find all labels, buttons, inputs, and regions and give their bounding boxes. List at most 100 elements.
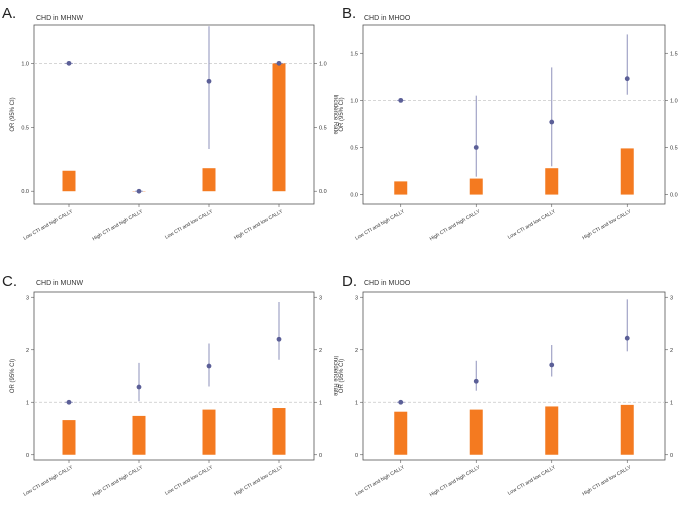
or-point [398, 399, 404, 405]
x-tick-label: Low CTI and high CALLY [354, 208, 406, 242]
y-left-tick-label: 2 [26, 348, 29, 354]
or-point [549, 119, 555, 125]
y-axis-left-label: OR (95% CI) [339, 97, 345, 131]
chart-panel-2: B. CHD in MHOO 0.0 0.5 1.0 1.5 0.0 0.5 1.0 1.5 OR … [339, 5, 685, 242]
bar [394, 411, 408, 455]
or-point [276, 60, 282, 66]
x-tick-label: High CTI and high CALLY [91, 464, 144, 498]
y-left-tick-label: 3 [355, 295, 358, 301]
y-left-tick-label: 1 [355, 400, 358, 406]
y-axis-left-label: OR (95% CI) [10, 97, 16, 131]
bar [469, 409, 483, 455]
y-right-tick-label: 1.0 [319, 61, 327, 67]
panel-letter: A. [2, 5, 16, 22]
y-right-tick-label: 0.5 [319, 125, 327, 131]
or-point [473, 378, 479, 384]
bar [272, 63, 286, 192]
or-point [206, 363, 212, 369]
y-right-tick-label: 1 [670, 400, 673, 406]
bar [545, 168, 559, 195]
y-right-tick-label: 0.0 [670, 193, 678, 199]
y-left-tick-label: 1 [26, 400, 29, 406]
panel-letter: D. [342, 273, 357, 290]
x-tick-label: High CTI and high CALLY [91, 208, 144, 242]
y-axis-left-label: OR (95% CI) [339, 359, 345, 393]
y-axis-right-label: Incidence Rate [332, 94, 338, 135]
y-left-tick-label: 0.0 [21, 189, 29, 195]
y-left-tick-label: 0.5 [21, 125, 29, 131]
x-tick-label: Low CTI and high CALLY [22, 208, 74, 242]
or-point [549, 362, 555, 368]
x-tick-label: Low CTI and high CALLY [22, 464, 74, 498]
y-right-tick-label: 3 [319, 295, 322, 301]
plot-frame [362, 24, 666, 205]
x-tick-label: Low CTI and low CALLY [507, 464, 557, 497]
or-point [276, 336, 282, 342]
y-left-tick-label: 1.5 [350, 51, 358, 57]
or-point [624, 335, 630, 341]
y-left-tick-label: 3 [26, 295, 29, 301]
bar [469, 178, 483, 195]
x-tick-label: High CTI and high CALLY [429, 208, 482, 242]
panel-title: CHD in MHNW [36, 15, 83, 22]
chart-panel-1: A. CHD in MHNW 0.0 0.5 1.0 0.0 0.5 1.0 OR (95% C… [2, 5, 338, 242]
y-axis-right-label: Incidence Rate [683, 94, 685, 135]
panel-title: CHD in MUNW [36, 280, 83, 287]
y-right-tick-label: 2 [319, 348, 322, 354]
bar [202, 409, 216, 455]
or-point [136, 384, 142, 390]
bar [62, 420, 76, 455]
bar [272, 408, 286, 455]
y-left-tick-label: 1.0 [350, 98, 358, 104]
y-right-tick-label: 0 [319, 453, 322, 459]
bar [394, 181, 408, 195]
x-tick-label: Low CTI and low CALLY [164, 464, 214, 497]
y-right-tick-label: 0 [670, 453, 673, 459]
y-left-tick-label: 1.0 [21, 61, 29, 67]
y-right-tick-label: 0.0 [319, 189, 327, 195]
y-right-tick-label: 0.5 [670, 145, 678, 151]
y-right-tick-label: 1.5 [670, 51, 678, 57]
panel-letter: C. [2, 273, 17, 290]
chart-panel-4: D. CHD in MUOO 0 1 2 3 0 1 2 3 OR (95% CI) Incidenc… [339, 273, 685, 498]
or-point [66, 60, 72, 66]
x-tick-label: Low CTI and low CALLY [164, 208, 214, 241]
bar [620, 404, 634, 455]
x-tick-label: High CTI and low CALLY [233, 208, 284, 241]
chart-panel-3: C. CHD in MUNW 0 1 2 3 0 1 2 3 OR (95% CI) Incidenc… [2, 273, 338, 498]
y-left-tick-label: 0 [355, 453, 358, 459]
y-right-tick-label: 1.0 [670, 98, 678, 104]
y-right-tick-label: 1 [319, 400, 322, 406]
x-tick-label: Low CTI and high CALLY [354, 464, 406, 498]
bar [202, 168, 216, 192]
y-left-tick-label: 0.5 [350, 145, 358, 151]
y-axis-left-label: OR (95% CI) [10, 359, 16, 393]
y-axis-right-label: Incidence Rate [332, 356, 338, 397]
y-left-tick-label: 0 [26, 453, 29, 459]
bar [545, 406, 559, 455]
bar [62, 170, 76, 192]
bar [620, 148, 634, 195]
plot-frame [362, 291, 666, 461]
or-point [473, 145, 479, 150]
y-right-tick-label: 3 [670, 295, 673, 301]
x-tick-label: High CTI and low CALLY [581, 464, 632, 497]
panel-title: CHD in MHOO [364, 15, 411, 22]
or-point [136, 188, 142, 194]
or-point [206, 78, 212, 84]
panel-letter: B. [342, 5, 356, 22]
or-point [398, 97, 404, 103]
y-axis-right-label: Incidence Rate [683, 356, 685, 397]
plot-frame [33, 291, 315, 461]
bar [132, 415, 146, 455]
plot-frame [33, 24, 315, 205]
x-tick-label: High CTI and high CALLY [429, 464, 482, 498]
or-point [66, 399, 72, 405]
y-left-tick-label: 2 [355, 348, 358, 354]
x-tick-label: High CTI and low CALLY [581, 208, 632, 241]
y-left-tick-label: 0.0 [350, 193, 358, 199]
y-right-tick-label: 2 [670, 348, 673, 354]
or-point [624, 76, 630, 82]
panel-title: CHD in MUOO [364, 280, 411, 287]
